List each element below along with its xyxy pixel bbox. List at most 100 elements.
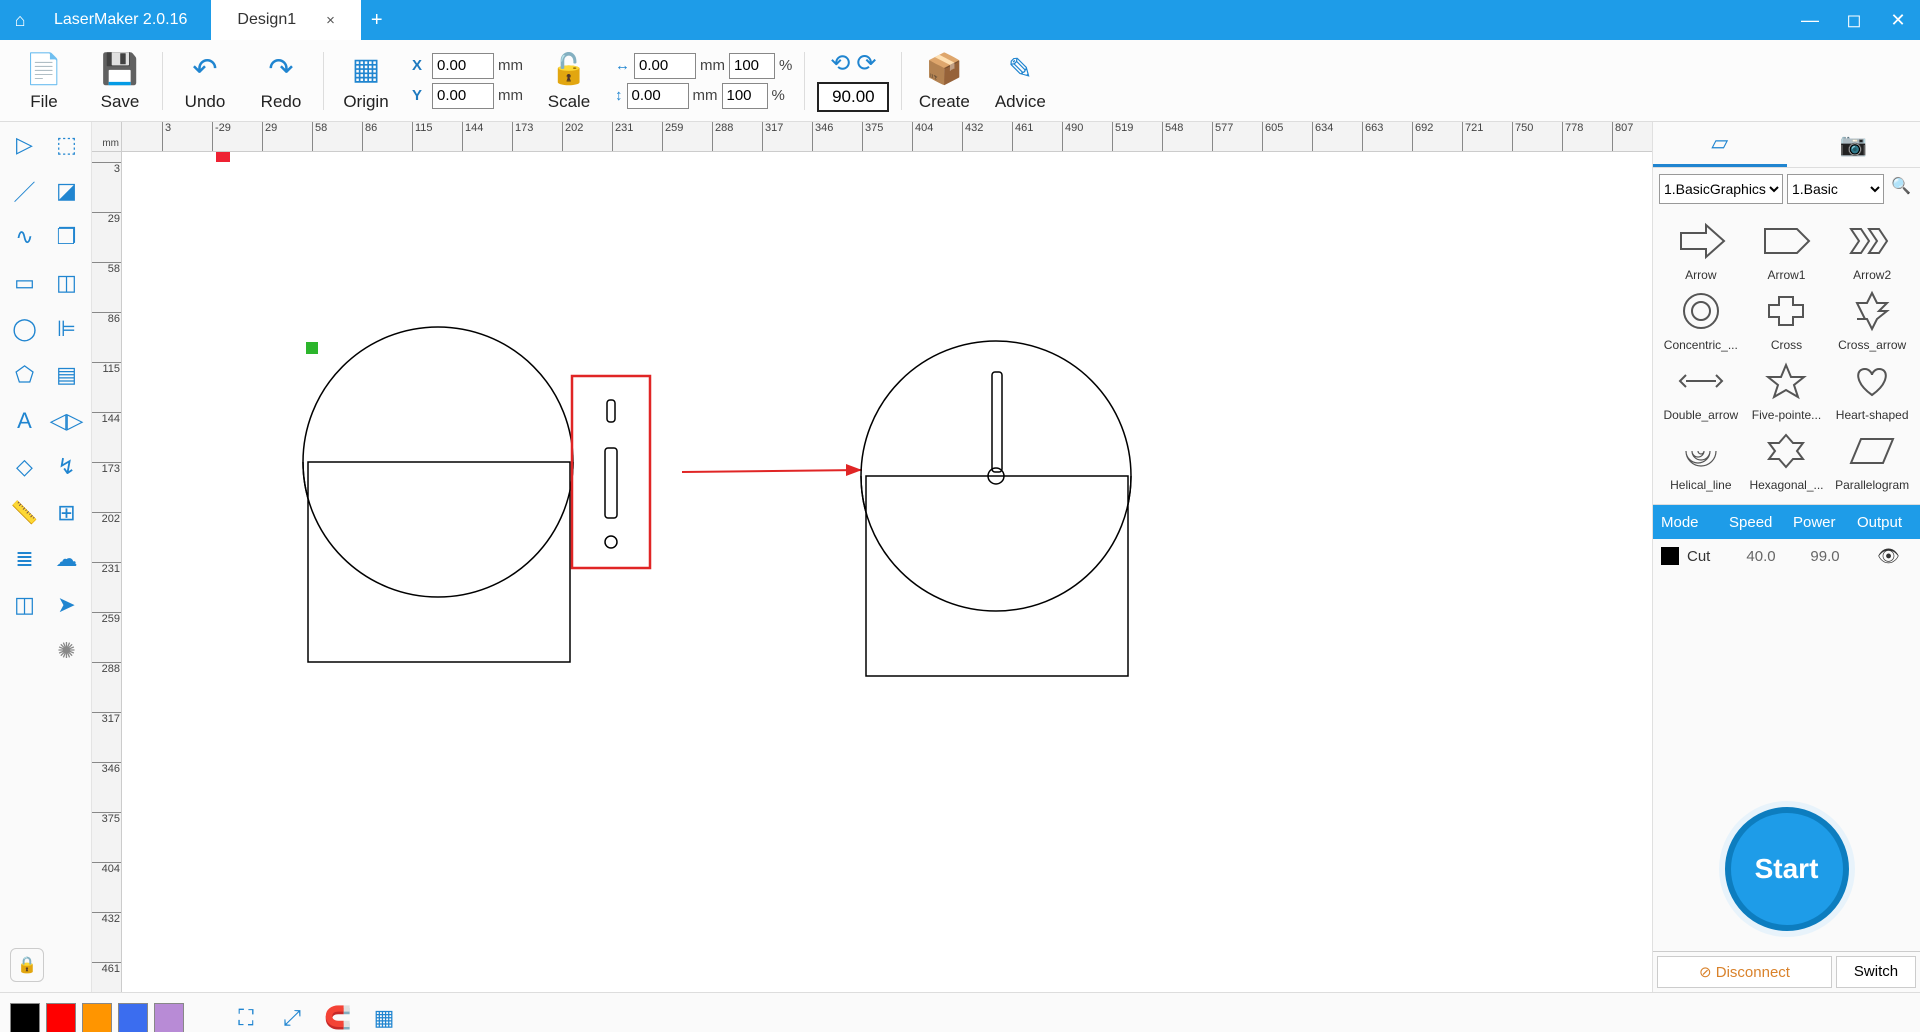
height-icon: ↕: [615, 87, 623, 104]
shape-hexagonal_...[interactable]: Hexagonal_...: [1745, 424, 1829, 492]
layer-power: 99.0: [1793, 548, 1857, 565]
shape-label: Parallelogram: [1832, 478, 1912, 492]
shape-label: Helical_line: [1661, 478, 1741, 492]
horizontal-ruler: 3-29295886115144173202231259288317346375…: [122, 122, 1652, 152]
shape-search-icon[interactable]: 🔍: [1888, 176, 1914, 202]
shape-parallelogram[interactable]: Parallelogram: [1830, 424, 1914, 492]
shape-label: Arrow: [1661, 268, 1741, 282]
shape-label: Cross: [1746, 338, 1826, 352]
file-button[interactable]: 📄File: [6, 41, 82, 121]
width-pct-input[interactable]: [729, 53, 775, 79]
align-tool-icon[interactable]: ⊫: [50, 312, 84, 346]
shape-icon: [1840, 354, 1904, 408]
save-button[interactable]: 💾Save: [82, 41, 158, 121]
lock-workspace-icon[interactable]: 🔒: [10, 948, 44, 982]
disconnect-button[interactable]: ⊘ Disconnect: [1657, 956, 1832, 988]
create-button[interactable]: 📦Create: [906, 41, 982, 121]
shape-category-2[interactable]: 1.Basic: [1787, 174, 1884, 204]
create-icon: 📦: [926, 50, 963, 90]
shape-arrow2[interactable]: Arrow2: [1830, 214, 1914, 282]
origin-button[interactable]: ▦Origin: [328, 41, 404, 121]
shape-label: Arrow1: [1746, 268, 1826, 282]
maximize-icon[interactable]: ◻: [1832, 10, 1876, 31]
zoom-icon[interactable]: ⤢: [272, 998, 312, 1032]
file-icon: 📄: [25, 50, 62, 90]
shape-five-pointe...[interactable]: Five-pointe...: [1745, 354, 1829, 422]
redo-button[interactable]: ↷Redo: [243, 41, 319, 121]
advice-button[interactable]: ✎Advice: [982, 41, 1058, 121]
duplicate-tool-icon[interactable]: ❐: [50, 220, 84, 254]
width-input[interactable]: [634, 53, 696, 79]
width-icon: ↔: [615, 57, 630, 74]
palette-color[interactable]: [82, 1003, 112, 1032]
shape-icon: [1840, 214, 1904, 268]
shape-cross[interactable]: Cross: [1745, 284, 1829, 352]
palette-color[interactable]: [154, 1003, 184, 1032]
text-tool-icon[interactable]: A: [8, 404, 42, 438]
shape-arrow[interactable]: Arrow: [1659, 214, 1743, 282]
x-input[interactable]: [432, 53, 494, 79]
shape-double_arrow[interactable]: Double_arrow: [1659, 354, 1743, 422]
y-input[interactable]: [432, 83, 494, 109]
ellipse-tool-icon[interactable]: ◯: [8, 312, 42, 346]
rotate-cw-icon[interactable]: ⟳: [856, 49, 876, 78]
start-button[interactable]: Start: [1725, 807, 1849, 931]
fill-tool-icon[interactable]: ◪: [50, 174, 84, 208]
shape-label: Five-pointe...: [1746, 408, 1826, 422]
shape-heart-shaped[interactable]: Heart-shaped: [1830, 354, 1914, 422]
palette-color[interactable]: [10, 1003, 40, 1032]
path-tool-icon[interactable]: ↯: [50, 450, 84, 484]
polygon-tool-icon[interactable]: ⬠: [8, 358, 42, 392]
shape-concentric_...[interactable]: Concentric_...: [1659, 284, 1743, 352]
layer-visibility-icon[interactable]: 👁: [1857, 546, 1920, 567]
angle-input[interactable]: [817, 82, 889, 112]
tab-close-icon[interactable]: ×: [326, 12, 335, 29]
shape-label: Arrow2: [1832, 268, 1912, 282]
union-tool-icon[interactable]: ◫: [50, 266, 84, 300]
select-tool-icon[interactable]: ▷: [8, 128, 42, 162]
magnet-icon[interactable]: 🧲: [318, 998, 358, 1032]
shape-arrow1[interactable]: Arrow1: [1745, 214, 1829, 282]
palette-color[interactable]: [118, 1003, 148, 1032]
shape-category-1[interactable]: 1.BasicGraphics: [1659, 174, 1783, 204]
shape-helical_line[interactable]: Helical_line: [1659, 424, 1743, 492]
layout-tool-icon[interactable]: ◫: [8, 588, 42, 622]
send-tool-icon[interactable]: ➤: [50, 588, 84, 622]
fit-icon[interactable]: ⛶: [226, 998, 266, 1032]
curve-tool-icon[interactable]: ∿: [8, 220, 42, 254]
array-tool-icon[interactable]: ▤: [50, 358, 84, 392]
canvas-drawing: [122, 152, 1652, 992]
canvas[interactable]: [122, 152, 1652, 992]
switch-button[interactable]: Switch: [1836, 956, 1916, 988]
shape-label: Heart-shaped: [1832, 408, 1912, 422]
document-tab[interactable]: Design1 ×: [211, 0, 360, 40]
layer-speed: 40.0: [1729, 548, 1793, 565]
laser-tool-icon[interactable]: ✺: [50, 634, 84, 668]
eraser-tool-icon[interactable]: ◇: [8, 450, 42, 484]
shape-cross_arrow[interactable]: Cross_arrow: [1830, 284, 1914, 352]
marquee-tool-icon[interactable]: ⬚: [50, 128, 84, 162]
layers-head-power: Power: [1785, 514, 1849, 531]
layers-tool-icon[interactable]: ≣: [8, 542, 42, 576]
shapes-tab-icon[interactable]: ▱: [1653, 122, 1787, 167]
y-label: Y: [412, 87, 428, 104]
measure-tool-icon[interactable]: 📏: [8, 496, 42, 530]
rect-tool-icon[interactable]: ▭: [8, 266, 42, 300]
camera-tab-icon[interactable]: 📷: [1787, 124, 1920, 166]
gridview-icon[interactable]: ▦: [364, 998, 404, 1032]
scale-button[interactable]: 🔓Scale: [531, 41, 607, 121]
undo-button[interactable]: ↶Undo: [167, 41, 243, 121]
height-pct-input[interactable]: [722, 83, 768, 109]
close-window-icon[interactable]: ✕: [1876, 10, 1920, 31]
palette-color[interactable]: [46, 1003, 76, 1032]
cloud-tool-icon[interactable]: ☁: [50, 542, 84, 576]
home-icon[interactable]: ⌂: [0, 10, 40, 31]
layer-row[interactable]: Cut 40.0 99.0 👁: [1653, 539, 1920, 573]
rotate-ccw-icon[interactable]: ⟲: [830, 49, 850, 78]
minimize-icon[interactable]: —: [1788, 10, 1832, 31]
line-tool-icon[interactable]: ／: [8, 174, 42, 208]
grid-tool-icon[interactable]: ⊞: [50, 496, 84, 530]
mirror-tool-icon[interactable]: ◁▷: [50, 404, 84, 438]
height-input[interactable]: [627, 83, 689, 109]
new-tab-icon[interactable]: +: [371, 9, 383, 32]
